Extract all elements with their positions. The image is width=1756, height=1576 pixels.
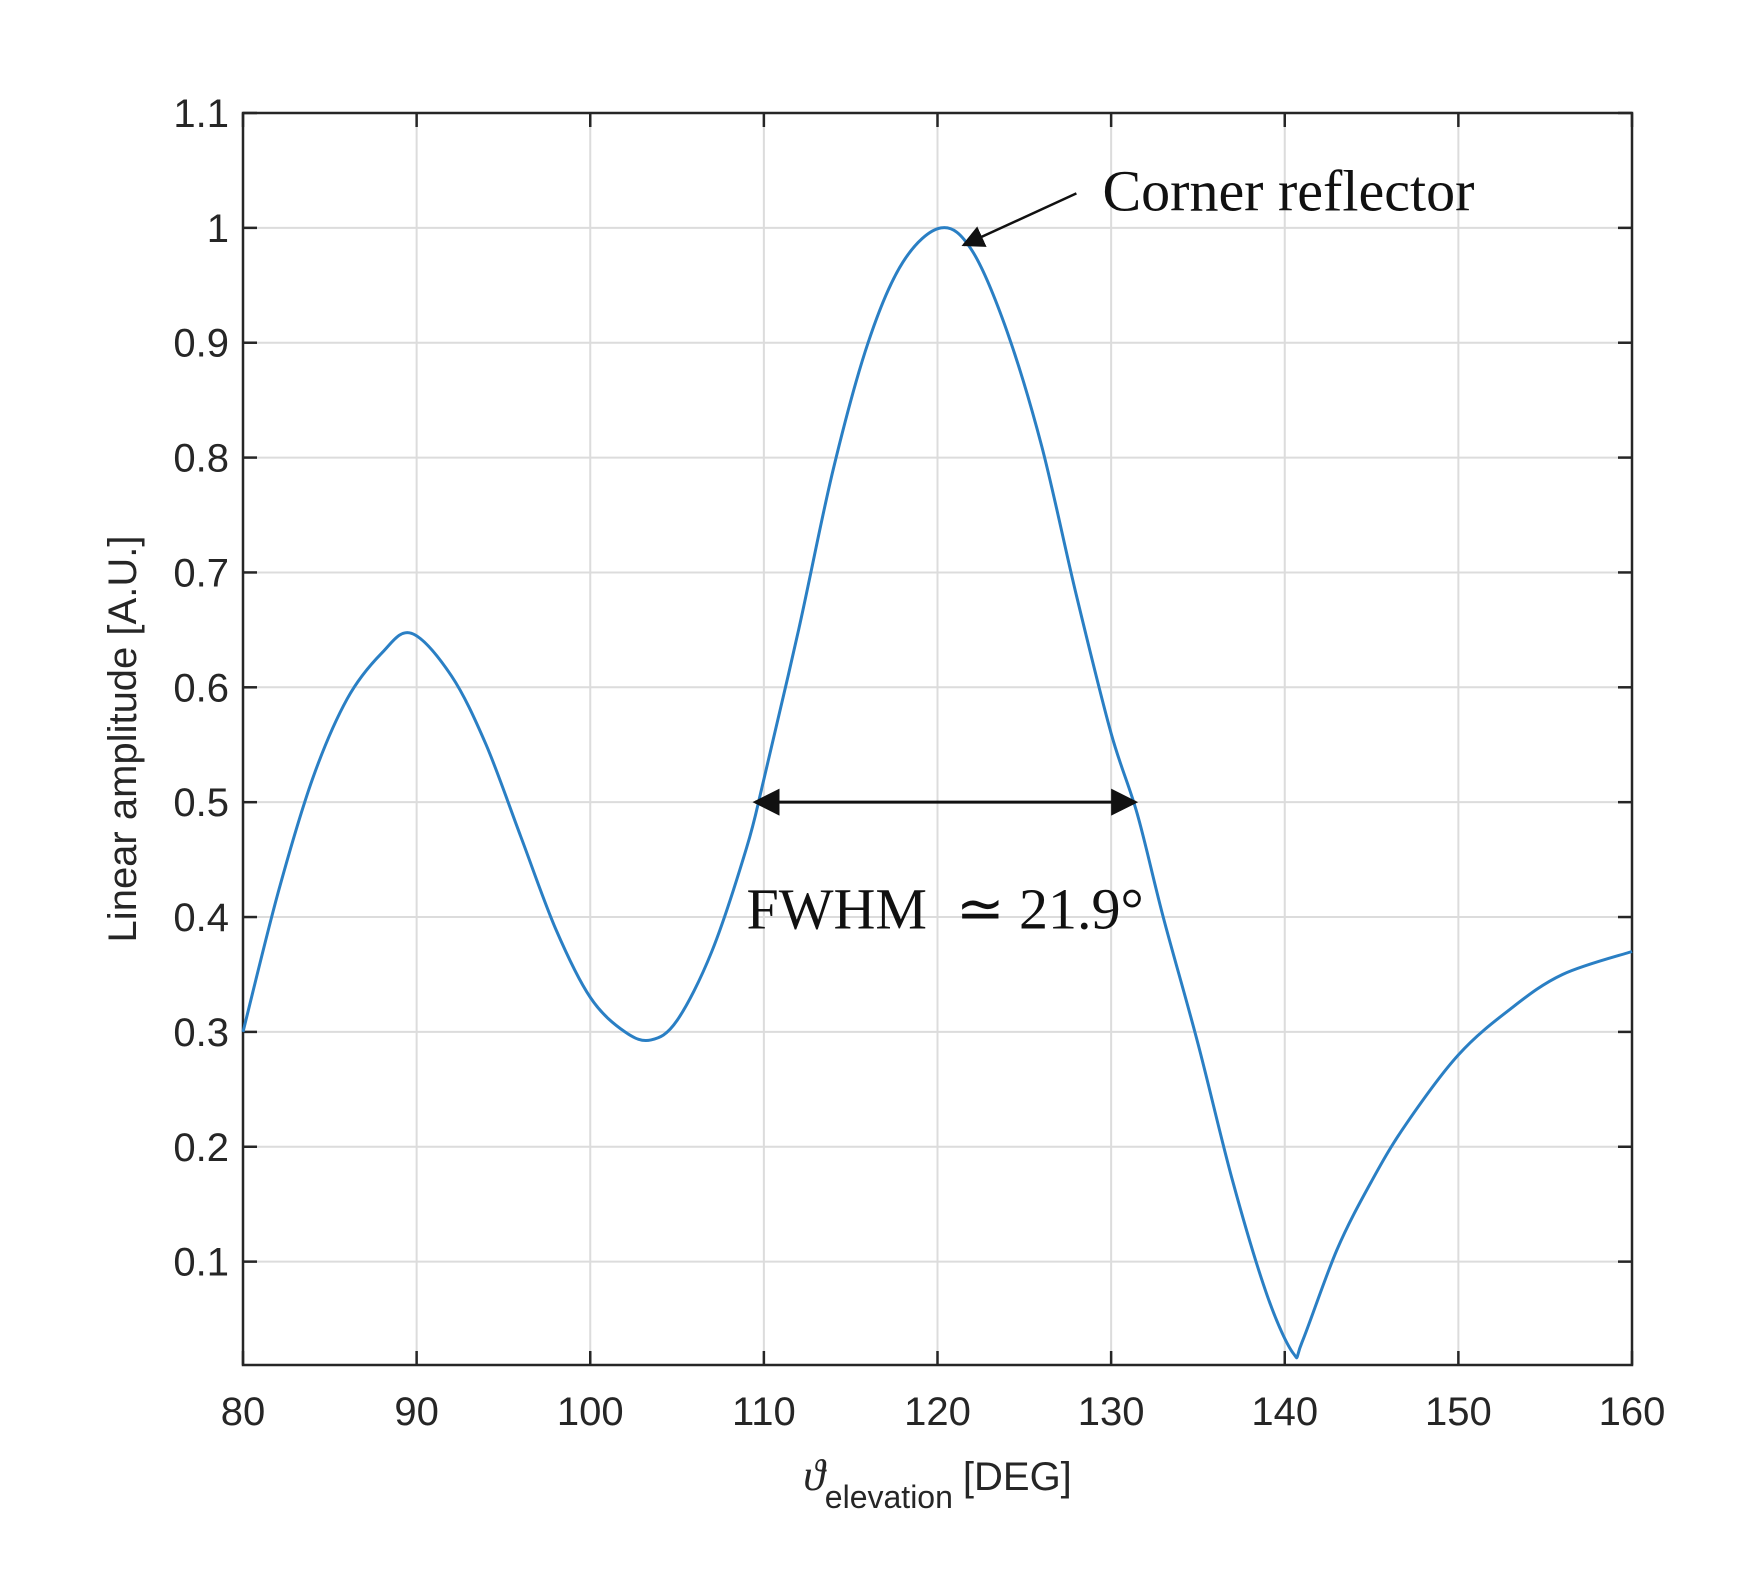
y-tick-label: 0.6 — [173, 666, 229, 710]
annotations: Corner reflector FWHM ≃ 21.9° — [747, 159, 1475, 942]
y-tick-label: 0.4 — [173, 896, 229, 940]
series-layer — [241, 226, 1633, 1360]
x-tick-label: 100 — [557, 1390, 624, 1434]
corner-reflector-label: Corner reflector — [1102, 159, 1474, 224]
x-tick-label: 90 — [394, 1390, 439, 1434]
x-axis-unit: [DEG] — [963, 1455, 1072, 1499]
y-tick-label: 0.5 — [173, 781, 229, 825]
x-tick-label: 110 — [732, 1390, 796, 1434]
x-tick-label: 80 — [221, 1390, 266, 1434]
x-tick-label: 160 — [1599, 1390, 1666, 1434]
y-axis-label: Linear amplitude [A.U.] — [101, 536, 145, 943]
grid — [242, 112, 1633, 1365]
x-axis-label: ϑelevation [DEG] — [803, 1451, 1072, 1515]
y-tick-label: 1.1 — [173, 92, 229, 136]
x-tick-label: 120 — [904, 1390, 971, 1434]
x-axis-subscript: elevation — [825, 1479, 953, 1515]
fwhm-label: FWHM ≃ 21.9° — [747, 877, 1144, 942]
y-tick-label: 0.2 — [173, 1126, 229, 1170]
y-tick-label: 1 — [207, 207, 229, 251]
corner-reflector-arrow — [961, 192, 1077, 247]
series-line — [241, 226, 1633, 1360]
x-tick-label: 130 — [1078, 1390, 1145, 1434]
axis-ticks: 80 90 100 110 120 130 140 150 160 0.1 0.2 0.3 0.4 0.5… — [173, 92, 1665, 1434]
x-tick-label: 140 — [1251, 1390, 1318, 1434]
x-axis-symbol: ϑ — [803, 1451, 827, 1500]
x-tick-label: 150 — [1425, 1390, 1492, 1434]
y-tick-label: 0.1 — [173, 1241, 229, 1285]
y-tick-label: 0.9 — [173, 322, 229, 366]
y-tick-label: 0.7 — [173, 551, 229, 595]
y-tick-label: 0.8 — [173, 437, 229, 481]
y-tick-label: 0.3 — [173, 1011, 229, 1055]
